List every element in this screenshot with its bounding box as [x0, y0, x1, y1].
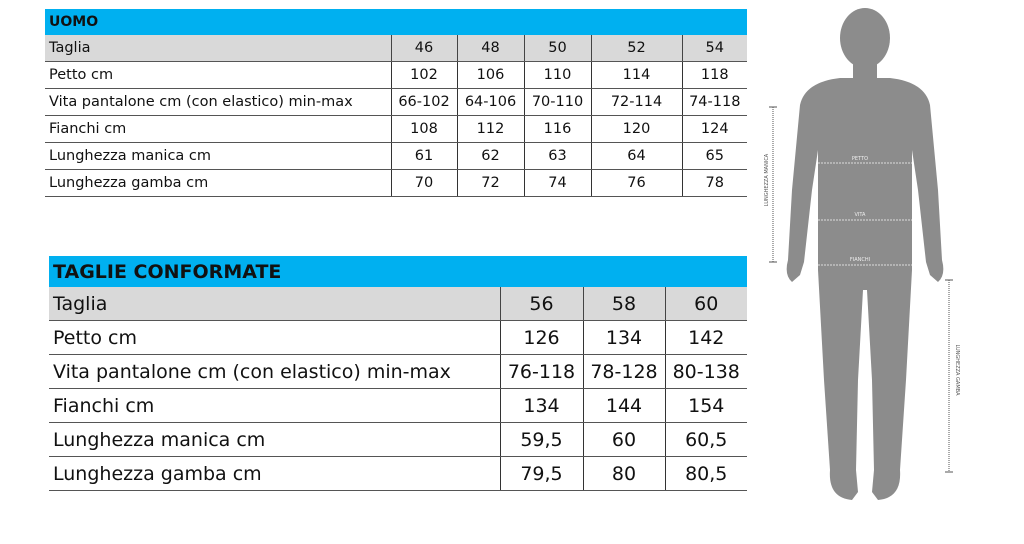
- table-row: Petto cm 126 134 142: [49, 320, 748, 355]
- value-cell: 72-114: [590, 88, 682, 116]
- row-label: Fianchi cm: [45, 115, 391, 143]
- lunghezza-gamba-label: LUNGHEZZA GAMBA: [954, 344, 960, 396]
- size-cell: 54: [681, 35, 748, 62]
- row-label: Lunghezza manica cm: [49, 422, 500, 457]
- row-label: Vita pantalone cm (con elastico) min-max: [45, 88, 391, 116]
- table-row: Fianchi cm 134 144 154: [49, 388, 748, 423]
- value-cell: 62: [456, 142, 524, 170]
- value-cell: 80,5: [664, 456, 748, 491]
- value-cell: 120: [590, 115, 682, 143]
- table-row: Fianchi cm 108 112 116 120 124: [45, 115, 748, 143]
- value-cell: 65: [681, 142, 748, 170]
- value-cell: 61: [390, 142, 457, 170]
- value-cell: 74-118: [681, 88, 748, 116]
- table-row: Lunghezza manica cm 59,5 60 60,5: [49, 422, 748, 457]
- row-label: Lunghezza manica cm: [45, 142, 391, 170]
- value-cell: 108: [390, 115, 457, 143]
- value-cell: 134: [499, 388, 583, 423]
- size-row: Taglia 46 48 50 52 54: [45, 35, 748, 62]
- row-label: Lunghezza gamba cm: [45, 169, 391, 197]
- human-silhouette-icon: [786, 8, 944, 500]
- size-cell: 60: [664, 287, 748, 321]
- table-row: Vita pantalone cm (con elastico) min-max…: [49, 354, 748, 389]
- value-cell: 80-138: [664, 354, 748, 389]
- uomo-size-table: UOMO Taglia 46 48 50 52 54 Petto cm 102 10…: [45, 9, 748, 197]
- value-cell: 110: [523, 61, 591, 89]
- value-cell: 118: [681, 61, 748, 89]
- value-cell: 124: [681, 115, 748, 143]
- petto-label: PETTO: [852, 156, 868, 162]
- value-cell: 63: [523, 142, 591, 170]
- table-row: Lunghezza gamba cm 79,5 80 80,5: [49, 456, 748, 491]
- value-cell: 64-106: [456, 88, 524, 116]
- row-label: Vita pantalone cm (con elastico) min-max: [49, 354, 500, 389]
- size-cell: 56: [499, 287, 583, 321]
- value-cell: 79,5: [499, 456, 583, 491]
- value-cell: 59,5: [499, 422, 583, 457]
- table-row: Vita pantalone cm (con elastico) min-max…: [45, 88, 748, 116]
- value-cell: 126: [499, 320, 583, 355]
- table-title: UOMO: [45, 9, 748, 35]
- value-cell: 106: [456, 61, 524, 89]
- value-cell: 60: [582, 422, 665, 457]
- value-cell: 64: [590, 142, 682, 170]
- row-label: Lunghezza gamba cm: [49, 456, 500, 491]
- lunghezza-manica-label: LUNGHEZZA MANICA: [764, 153, 770, 206]
- size-cell: 52: [590, 35, 682, 62]
- value-cell: 142: [664, 320, 748, 355]
- table-title: TAGLIE CONFORMATE: [49, 256, 748, 287]
- size-cell: 50: [523, 35, 591, 62]
- value-cell: 144: [582, 388, 665, 423]
- value-cell: 76: [590, 169, 682, 197]
- size-row: Taglia 56 58 60: [49, 287, 748, 321]
- value-cell: 78: [681, 169, 748, 197]
- table-row: Petto cm 102 106 110 114 118: [45, 61, 748, 89]
- size-cell: 48: [456, 35, 524, 62]
- row-label: Taglia: [49, 287, 500, 321]
- value-cell: 112: [456, 115, 524, 143]
- table-title-row: TAGLIE CONFORMATE: [49, 256, 748, 287]
- size-cell: 46: [390, 35, 457, 62]
- value-cell: 154: [664, 388, 748, 423]
- value-cell: 66-102: [390, 88, 457, 116]
- value-cell: 76-118: [499, 354, 583, 389]
- value-cell: 134: [582, 320, 665, 355]
- row-label: Petto cm: [45, 61, 391, 89]
- value-cell: 80: [582, 456, 665, 491]
- row-label: Petto cm: [49, 320, 500, 355]
- value-cell: 114: [590, 61, 682, 89]
- body-measurement-figure: PETTO VITA FIANCHI LUNGHEZZA MANICA LUNG…: [764, 8, 960, 500]
- vita-label: VITA: [855, 212, 867, 218]
- value-cell: 70-110: [523, 88, 591, 116]
- size-cell: 58: [582, 287, 665, 321]
- conformate-size-table: TAGLIE CONFORMATE Taglia 56 58 60 Petto …: [49, 256, 748, 491]
- table-row: Lunghezza gamba cm 70 72 74 76 78: [45, 169, 748, 197]
- value-cell: 78-128: [582, 354, 665, 389]
- fianchi-label: FIANCHI: [850, 257, 870, 263]
- table-title-row: UOMO: [45, 9, 748, 35]
- row-label: Fianchi cm: [49, 388, 500, 423]
- table-row: Lunghezza manica cm 61 62 63 64 65: [45, 142, 748, 170]
- value-cell: 60,5: [664, 422, 748, 457]
- value-cell: 102: [390, 61, 457, 89]
- value-cell: 72: [456, 169, 524, 197]
- value-cell: 74: [523, 169, 591, 197]
- value-cell: 116: [523, 115, 591, 143]
- value-cell: 70: [390, 169, 457, 197]
- row-label: Taglia: [45, 35, 391, 62]
